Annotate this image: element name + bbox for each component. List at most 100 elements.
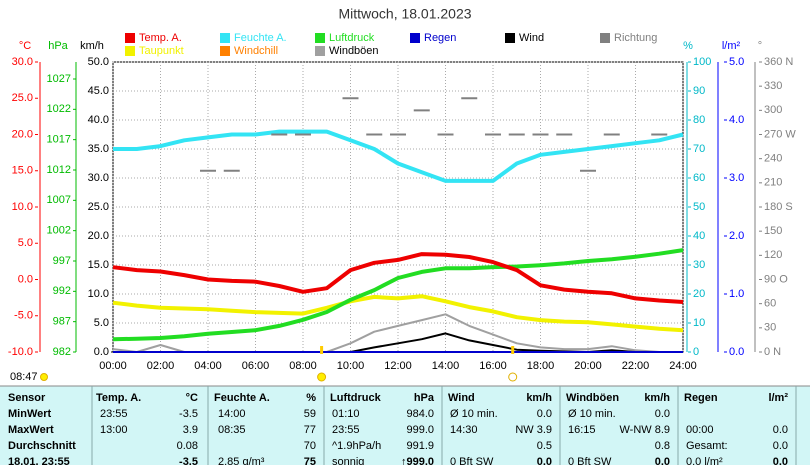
table-cell: sonnig — [332, 456, 364, 465]
series-line — [112, 248, 684, 342]
table-header: Luftdruck — [330, 392, 382, 404]
y-tick-label: 1012 — [47, 164, 71, 176]
y-tick-label: 5.0 — [18, 237, 33, 249]
y-tick-label: 1022 — [47, 103, 71, 115]
legend-label: Windböen — [329, 45, 379, 57]
x-tick-label: 16:00 — [479, 360, 507, 372]
table-cell: 0.0 l/m² — [686, 456, 723, 465]
table-header: Feuchte A. — [214, 392, 270, 404]
table-cell: Ø 10 min. — [450, 408, 498, 420]
series-line — [112, 252, 684, 304]
table-cell: 0.5 — [537, 440, 552, 452]
y-tick-label: -5.0 — [14, 310, 33, 322]
sunset-icon — [508, 372, 518, 382]
table-header: % — [306, 392, 316, 404]
y-tick-label: 240 — [764, 153, 782, 165]
sunrise-time: 08:47 — [10, 371, 38, 383]
y-tick-label: 360 N — [764, 56, 793, 68]
y-tick-label: 210 — [764, 177, 782, 189]
legend-label: Taupunkt — [139, 45, 184, 57]
table-cell: -3.5 — [179, 408, 198, 420]
y-tick-label: 997 — [53, 255, 71, 267]
table-cell: Gesamt: — [686, 440, 728, 452]
y-tick-label: 330 — [764, 80, 782, 92]
table-cell: -3.5 — [179, 456, 198, 465]
legend-label: Richtung — [614, 32, 657, 44]
table-cell: 23:55 — [100, 408, 128, 420]
y-tick-label: 0 — [693, 346, 699, 358]
y-tick-label: 30 — [693, 259, 705, 271]
table-cell: 0.0 — [537, 456, 552, 465]
table-header: Sensor — [8, 392, 46, 404]
y-tick-label: 0.0 — [94, 346, 109, 358]
y-tick-label: 25.0 — [12, 92, 33, 104]
table-cell: 0.0 — [537, 408, 552, 420]
table-header: hPa — [414, 392, 435, 404]
legend-swatch — [410, 33, 420, 43]
table-cell: 00:00 — [686, 424, 714, 436]
y-tick-label: 60 — [693, 172, 705, 184]
y-tick-label: 1007 — [47, 194, 71, 206]
y-tick-label: 20 — [693, 288, 705, 300]
table-cell: 3.9 — [183, 424, 198, 436]
table-cell: 0.8 — [655, 440, 670, 452]
sunrise-icon — [317, 372, 327, 382]
y-tick-label: 20.0 — [12, 128, 33, 140]
axis-unit: °C — [19, 40, 31, 52]
x-tick-label: 06:00 — [242, 360, 270, 372]
table-cell: 13:00 — [100, 424, 128, 436]
y-tick-label: 80 — [693, 114, 705, 126]
x-tick-label: 22:00 — [622, 360, 650, 372]
series-line — [112, 294, 684, 333]
table-background — [0, 386, 810, 465]
y-tick-label: 2.0 — [729, 230, 744, 242]
table-cell: 991.9 — [406, 440, 434, 452]
table-cell: 01:10 — [332, 408, 360, 420]
y-tick-label: 60 — [764, 298, 776, 310]
axis-unit: km/h — [80, 40, 104, 52]
table-cell: 16:15 — [568, 424, 596, 436]
table-cell: 984.0 — [406, 408, 434, 420]
y-tick-label: 300 — [764, 104, 782, 116]
y-tick-label: 30.0 — [12, 56, 33, 68]
table-cell: 70 — [304, 440, 316, 452]
table-cell: 0.0 — [655, 456, 670, 465]
table-header: °C — [186, 392, 198, 404]
table-header: Wind — [448, 392, 475, 404]
legend-label: Regen — [424, 32, 456, 44]
table-cell: 0 Bft SW — [450, 456, 494, 465]
y-tick-label: 30.0 — [88, 172, 109, 184]
y-tick-label: 15.0 — [88, 259, 109, 271]
y-tick-label: 20.0 — [88, 230, 109, 242]
y-tick-label: 1002 — [47, 225, 71, 237]
y-tick-label: 1027 — [47, 73, 71, 85]
y-tick-label: 40.0 — [88, 114, 109, 126]
x-tick-label: 20:00 — [574, 360, 602, 372]
table-cell: Ø 10 min. — [568, 408, 616, 420]
x-tick-label: 18:00 — [527, 360, 555, 372]
legend-label: Luftdruck — [329, 32, 375, 44]
y-tick-label: 992 — [53, 285, 71, 297]
table-cell: MinWert — [8, 408, 52, 420]
y-tick-label: 987 — [53, 316, 71, 328]
y-tick-label: 90 O — [764, 273, 788, 285]
y-tick-label: 120 — [764, 249, 782, 261]
x-tick-label: 14:00 — [432, 360, 460, 372]
legend-swatch — [220, 33, 230, 43]
legend-swatch — [125, 33, 135, 43]
y-tick-label: 50.0 — [88, 56, 109, 68]
legend-swatch — [125, 46, 135, 56]
table-cell: 0.08 — [177, 440, 198, 452]
table-header: l/m² — [768, 392, 788, 404]
table-cell: Durchschnitt — [8, 440, 76, 452]
chart-title: Mittwoch, 18.01.2023 — [338, 6, 471, 22]
table-cell: MaxWert — [8, 424, 54, 436]
series-line — [113, 129, 684, 183]
x-tick-label: 08:00 — [289, 360, 317, 372]
y-tick-label: 10.0 — [12, 201, 33, 213]
table-header: Regen — [684, 392, 718, 404]
legend-label: Feuchte A. — [234, 32, 287, 44]
table-cell: 14:30 — [450, 424, 478, 436]
y-tick-label: 3.0 — [729, 172, 744, 184]
